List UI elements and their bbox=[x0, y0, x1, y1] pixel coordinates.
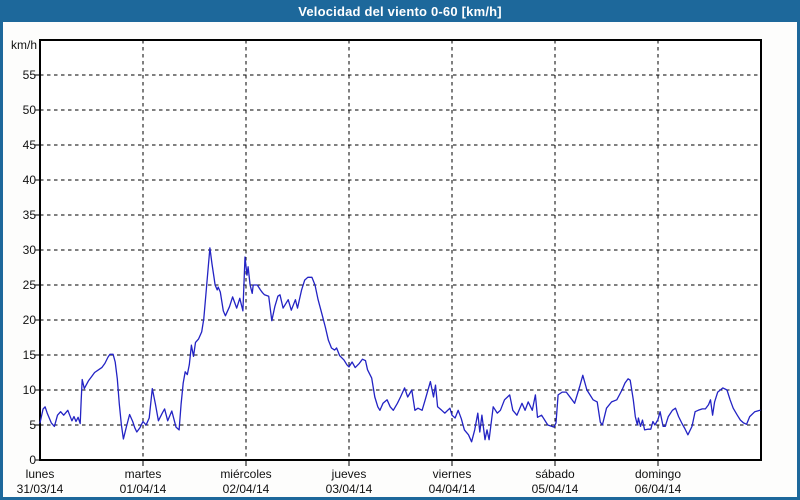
x-day-label: domingo bbox=[635, 467, 681, 481]
y-axis-unit-label: km/h bbox=[11, 38, 37, 52]
y-tick-label: 15 bbox=[23, 348, 37, 362]
x-day-label: miércoles bbox=[220, 467, 271, 481]
x-day-label: viernes bbox=[433, 467, 472, 481]
y-tick-label: 0 bbox=[29, 453, 36, 467]
y-tick-label: 20 bbox=[23, 313, 37, 327]
chart-title: Velocidad del viento 0-60 [km/h] bbox=[298, 4, 502, 19]
y-tick-label: 35 bbox=[23, 208, 37, 222]
x-date-label: 31/03/14 bbox=[17, 482, 64, 496]
x-date-label: 04/04/14 bbox=[429, 482, 476, 496]
x-date-label: 05/04/14 bbox=[532, 482, 579, 496]
y-tick-label: 10 bbox=[23, 383, 37, 397]
x-date-label: 06/04/14 bbox=[635, 482, 682, 496]
x-date-label: 03/04/14 bbox=[326, 482, 373, 496]
y-tick-label: 30 bbox=[23, 243, 37, 257]
wind-speed-line bbox=[39, 247, 761, 443]
x-day-label: jueves bbox=[331, 467, 367, 481]
y-tick-label: 5 bbox=[29, 418, 36, 432]
x-day-label: sábado bbox=[535, 467, 575, 481]
plot-background bbox=[40, 40, 761, 460]
y-tick-label: 40 bbox=[23, 173, 37, 187]
y-tick-label: 55 bbox=[23, 68, 37, 82]
x-day-label: lunes bbox=[26, 467, 55, 481]
x-day-label: martes bbox=[125, 467, 162, 481]
y-tick-label: 50 bbox=[23, 103, 37, 117]
x-date-label: 01/04/14 bbox=[120, 482, 167, 496]
y-tick-label: 25 bbox=[23, 278, 37, 292]
x-date-label: 02/04/14 bbox=[223, 482, 270, 496]
plot-frame bbox=[39, 39, 762, 461]
y-tick-label: 45 bbox=[23, 138, 37, 152]
title-bar: Velocidad del viento 0-60 [km/h] bbox=[3, 3, 797, 22]
